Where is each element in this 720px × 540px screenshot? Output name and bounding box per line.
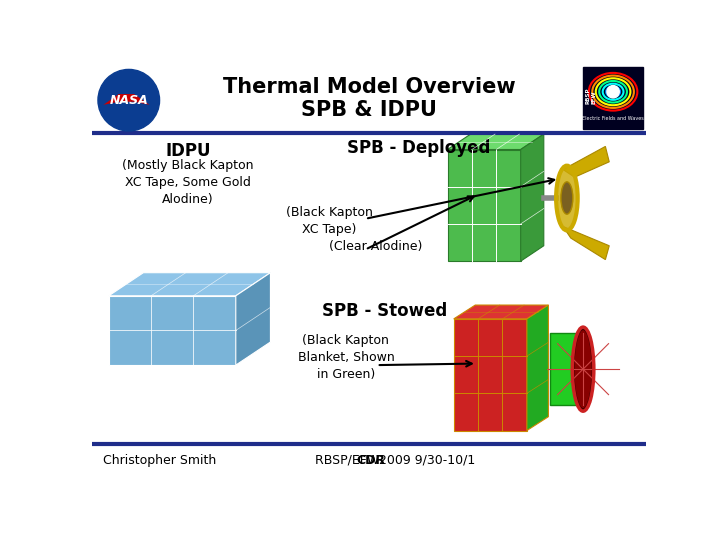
- Text: Electric Fields and Waves: Electric Fields and Waves: [582, 117, 644, 122]
- Text: (Black Kapton
Blanket, Shown
in Green): (Black Kapton Blanket, Shown in Green): [297, 334, 395, 381]
- Text: Christopher Smith: Christopher Smith: [104, 454, 217, 467]
- Ellipse shape: [561, 182, 573, 214]
- Text: NASA: NASA: [109, 94, 148, 107]
- Polygon shape: [448, 134, 544, 150]
- Polygon shape: [527, 305, 549, 430]
- Polygon shape: [448, 150, 521, 261]
- Ellipse shape: [556, 166, 577, 231]
- Polygon shape: [235, 273, 271, 365]
- Text: Thermal Model Overview: Thermal Model Overview: [222, 77, 516, 97]
- Bar: [583, 67, 643, 129]
- Polygon shape: [563, 146, 609, 177]
- Polygon shape: [109, 273, 271, 296]
- Ellipse shape: [573, 329, 593, 409]
- Text: SPB - Stowed: SPB - Stowed: [322, 302, 447, 320]
- Text: RBSP
EFW: RBSP EFW: [585, 87, 596, 104]
- Text: RBSP/EFW: RBSP/EFW: [315, 454, 383, 467]
- Text: IDPU: IDPU: [166, 142, 211, 160]
- Polygon shape: [563, 226, 609, 260]
- Text: (Black Kapton
XC Tape): (Black Kapton XC Tape): [286, 206, 372, 235]
- Text: SPB & IDPU: SPB & IDPU: [301, 100, 437, 120]
- Bar: [550, 333, 588, 405]
- Text: (Clear Alodine): (Clear Alodine): [329, 240, 423, 253]
- Text: CDR: CDR: [356, 454, 385, 467]
- Ellipse shape: [562, 184, 572, 213]
- Text: (Mostly Black Kapton
XC Tape, Some Gold
Alodine): (Mostly Black Kapton XC Tape, Some Gold …: [122, 159, 254, 206]
- Polygon shape: [521, 134, 544, 261]
- Polygon shape: [109, 296, 235, 365]
- Polygon shape: [104, 94, 150, 105]
- Circle shape: [98, 70, 160, 131]
- Text: 2009 9/30-10/1: 2009 9/30-10/1: [375, 454, 475, 467]
- Circle shape: [607, 85, 619, 98]
- Polygon shape: [454, 305, 549, 319]
- Text: SPB - Deployed: SPB - Deployed: [347, 139, 491, 158]
- Polygon shape: [454, 319, 527, 430]
